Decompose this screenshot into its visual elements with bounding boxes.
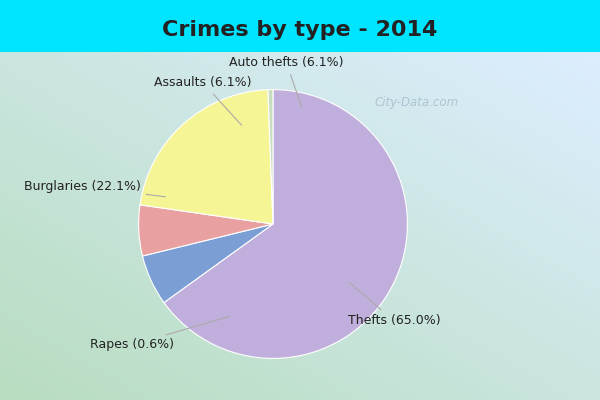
Text: Burglaries (22.1%): Burglaries (22.1%) xyxy=(24,180,166,197)
Wedge shape xyxy=(164,90,407,358)
Wedge shape xyxy=(140,90,273,224)
Wedge shape xyxy=(268,90,273,224)
Text: Crimes by type - 2014: Crimes by type - 2014 xyxy=(163,20,437,40)
Text: City-Data.com: City-Data.com xyxy=(374,96,458,109)
Text: Auto thefts (6.1%): Auto thefts (6.1%) xyxy=(229,56,344,107)
Text: Assaults (6.1%): Assaults (6.1%) xyxy=(154,76,252,125)
Wedge shape xyxy=(139,205,273,256)
Text: Rapes (0.6%): Rapes (0.6%) xyxy=(90,316,230,352)
Wedge shape xyxy=(142,224,273,302)
Text: Thefts (65.0%): Thefts (65.0%) xyxy=(347,282,440,327)
